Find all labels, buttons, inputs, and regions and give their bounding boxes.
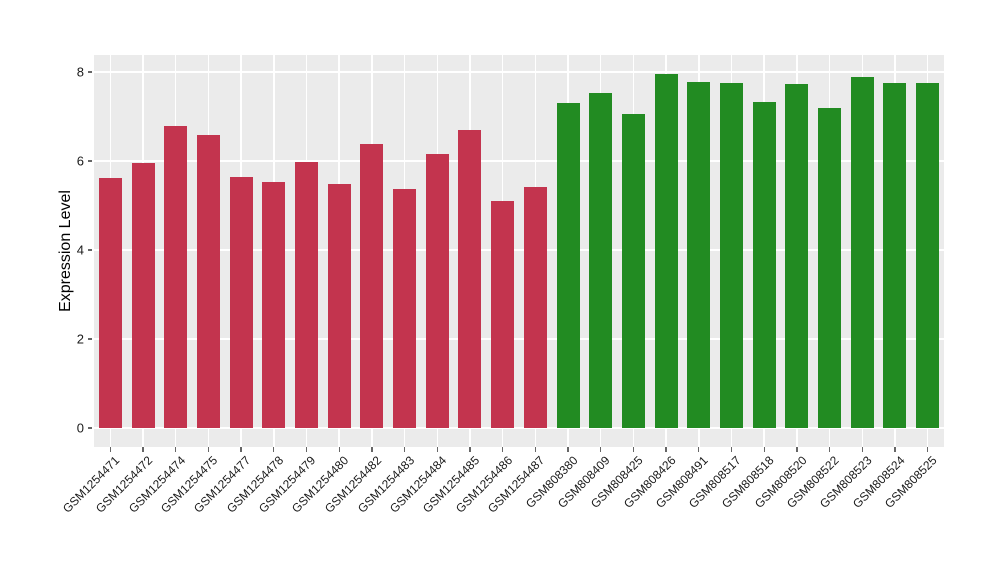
y-tick-mark [88, 249, 92, 251]
bar-GSM808425 [621, 113, 645, 428]
gridline-horizontal [94, 160, 944, 162]
x-tick-mark [436, 447, 438, 452]
x-tick-mark [567, 447, 569, 452]
gridline-horizontal [94, 338, 944, 340]
x-tick-mark [240, 447, 242, 452]
bar-GSM1254474 [164, 125, 188, 428]
x-tick-mark [502, 447, 504, 452]
x-tick-mark [469, 447, 471, 452]
x-tick-mark [534, 447, 536, 452]
y-tick-label: 4 [76, 242, 84, 258]
x-tick-mark [109, 447, 111, 452]
x-tick-mark [796, 447, 798, 452]
bar-GSM808426 [654, 74, 678, 428]
x-tick-mark [632, 447, 635, 452]
x-tick-mark [828, 447, 831, 452]
y-tick-mark [88, 427, 92, 429]
x-tick-mark [175, 447, 177, 452]
y-tick-mark [88, 71, 92, 73]
x-tick-mark [927, 447, 929, 452]
bar-GSM1254471 [98, 177, 122, 428]
bar-GSM808518 [752, 101, 776, 428]
y-tick-mark [88, 160, 92, 162]
y-tick-label: 6 [76, 153, 84, 169]
gridline-horizontal [94, 71, 944, 73]
bar-GSM808520 [785, 84, 809, 428]
x-tick-mark [763, 447, 765, 452]
bar-GSM1254479 [295, 161, 318, 428]
x-tick-mark [273, 447, 275, 452]
bar-GSM1254480 [327, 184, 351, 428]
bar-GSM1254477 [229, 177, 253, 428]
bar-GSM1254472 [131, 162, 155, 428]
x-tick-mark [305, 447, 308, 452]
bar-GSM1254478 [262, 181, 286, 428]
gridline-horizontal [94, 427, 944, 429]
x-tick-mark [142, 447, 144, 452]
x-tick-mark [894, 447, 896, 452]
x-tick-mark [371, 447, 373, 452]
bar-GSM1254475 [196, 135, 220, 428]
x-tick-mark [207, 447, 210, 452]
x-tick-mark [600, 447, 602, 452]
bar-GSM808524 [883, 83, 907, 428]
bar-GSM1254487 [523, 186, 547, 428]
bar-GSM1254486 [491, 201, 515, 428]
y-tick-mark [88, 338, 92, 340]
y-tick-label: 8 [76, 64, 84, 80]
bar-GSM808409 [589, 93, 613, 428]
bar-GSM808522 [818, 108, 842, 428]
x-tick-mark [730, 447, 733, 452]
x-tick-mark [338, 447, 340, 452]
x-tick-mark [698, 447, 700, 452]
gridline-horizontal [94, 249, 944, 251]
y-tick-label: 2 [76, 331, 84, 347]
x-tick-mark [861, 447, 863, 452]
bar-GSM1254485 [458, 129, 482, 428]
bar-GSM1254483 [393, 189, 417, 428]
bar-GSM808491 [687, 81, 711, 428]
bar-GSM808380 [556, 103, 580, 428]
y-tick-label: 0 [76, 420, 84, 436]
bar-GSM808523 [850, 77, 874, 428]
bar-GSM808517 [720, 83, 743, 428]
bar-GSM1254482 [360, 144, 384, 428]
x-tick-mark [403, 447, 406, 452]
bar-GSM808525 [916, 83, 940, 428]
x-tick-mark [665, 447, 667, 452]
plot-panel [94, 55, 944, 447]
bar-GSM1254484 [425, 153, 449, 428]
